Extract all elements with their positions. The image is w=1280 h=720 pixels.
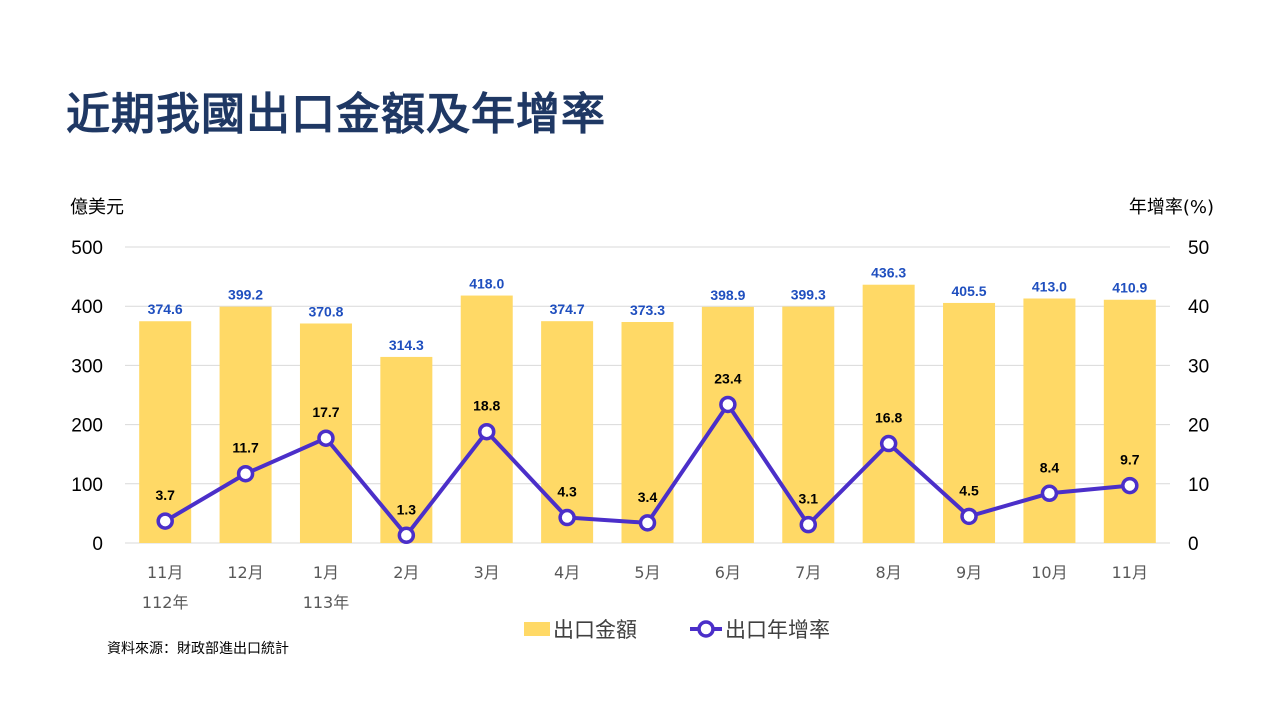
year-label: 113年 xyxy=(303,593,350,612)
line-point xyxy=(558,508,576,527)
line-value-label: 4.5 xyxy=(959,482,979,498)
category-label: 3月 xyxy=(474,563,500,582)
bar-value-label: 370.8 xyxy=(308,303,343,319)
bar-value-label: 374.7 xyxy=(550,301,585,317)
left-tick-label: 0 xyxy=(92,534,103,555)
legend-line-marker xyxy=(697,620,715,638)
data-labels: 374.6 399.2 370.8 314.3 418.0 374.7 373.3 398.9… xyxy=(148,265,1148,518)
right-tick-label: 50 xyxy=(1188,238,1209,259)
bar-value-label: 410.9 xyxy=(1112,280,1147,296)
bar-value-label: 436.3 xyxy=(871,265,906,281)
page-title: 近期我國出口金額及年增率 xyxy=(66,89,606,140)
bar-value-label: 373.3 xyxy=(630,302,665,318)
bar xyxy=(862,284,915,543)
bar-value-label: 399.2 xyxy=(228,287,263,303)
line-value-label: 8.4 xyxy=(1040,459,1060,475)
category-label: 10月 xyxy=(1031,563,1067,582)
bar xyxy=(1023,298,1076,543)
category-label: 11月 xyxy=(147,563,183,582)
right-tick-label: 30 xyxy=(1188,356,1209,377)
line-point xyxy=(719,395,737,414)
category-label: 2月 xyxy=(393,563,419,582)
bar-value-label: 314.3 xyxy=(389,337,424,353)
right-axis-title: 年增率(%) xyxy=(1129,197,1214,218)
line-point xyxy=(879,434,898,453)
axes: 0 100 200 300 400 500 0 10 20 30 40 50 億美元 年增率(%) 11月 1… xyxy=(70,197,1214,612)
line-point xyxy=(156,512,174,530)
legend-bar-swatch xyxy=(524,622,550,636)
legend-line-label: 出口年增率 xyxy=(725,618,830,642)
right-tick-label: 20 xyxy=(1188,416,1209,437)
bar-value-label: 374.6 xyxy=(148,301,183,317)
bar xyxy=(460,295,513,543)
bar-value-label: 399.3 xyxy=(791,287,826,303)
bar-value-label: 418.0 xyxy=(469,276,504,292)
left-axis-title: 億美元 xyxy=(70,197,124,218)
line-point xyxy=(1040,484,1059,503)
category-label: 7月 xyxy=(795,563,821,582)
left-tick-label: 500 xyxy=(71,238,103,259)
line-value-label: 23.4 xyxy=(714,370,741,386)
bar-value-label: 413.0 xyxy=(1032,279,1067,295)
bar xyxy=(701,306,754,543)
left-tick-label: 400 xyxy=(71,297,103,318)
line-point xyxy=(1121,476,1139,495)
category-label: 12月 xyxy=(227,563,263,582)
line-value-label: 3.7 xyxy=(155,487,175,503)
bar-value-label: 398.9 xyxy=(710,287,745,303)
line-point xyxy=(477,422,496,441)
line-series xyxy=(156,395,1139,545)
category-label: 8月 xyxy=(876,563,902,582)
left-tick-label: 200 xyxy=(71,416,103,437)
bar-series xyxy=(139,284,1156,543)
category-label: 1月 xyxy=(313,563,339,582)
category-label: 9月 xyxy=(956,563,982,582)
line-value-label: 4.3 xyxy=(557,484,577,500)
line-point xyxy=(236,464,255,483)
line-value-label: 3.4 xyxy=(638,489,658,505)
category-label: 6月 xyxy=(715,563,741,582)
line-point xyxy=(317,429,335,447)
line-point xyxy=(799,515,818,534)
line-value-label: 17.7 xyxy=(312,404,339,420)
bar-value-label: 405.5 xyxy=(952,283,987,299)
left-tick-label: 300 xyxy=(71,356,103,377)
category-label: 5月 xyxy=(634,563,660,582)
left-tick-label: 100 xyxy=(71,475,103,496)
line-value-label: 3.1 xyxy=(799,491,819,507)
line-value-label: 18.8 xyxy=(473,398,500,414)
line-value-label: 9.7 xyxy=(1120,452,1140,468)
year-label: 112年 xyxy=(142,593,189,612)
line-point xyxy=(638,514,657,532)
legend: 出口金額 出口年增率 xyxy=(524,618,830,642)
category-label: 4月 xyxy=(554,563,580,582)
right-tick-label: 0 xyxy=(1188,534,1199,555)
bar xyxy=(1103,299,1156,543)
source-note: 資料來源：財政部進出口統計 xyxy=(107,641,289,657)
line-value-label: 16.8 xyxy=(875,410,902,426)
line-point xyxy=(960,507,978,526)
line-value-label: 11.7 xyxy=(232,440,259,456)
bar xyxy=(782,306,835,543)
category-label: 11月 xyxy=(1112,563,1148,582)
bar xyxy=(219,306,272,543)
line-value-label: 1.3 xyxy=(397,501,417,517)
line-point xyxy=(397,526,416,545)
bar xyxy=(541,321,594,543)
legend-bar-label: 出口金額 xyxy=(553,618,637,642)
bar xyxy=(139,321,192,543)
bar xyxy=(621,322,674,543)
right-tick-label: 40 xyxy=(1188,297,1209,318)
bar xyxy=(943,302,996,543)
right-tick-label: 10 xyxy=(1188,475,1209,496)
